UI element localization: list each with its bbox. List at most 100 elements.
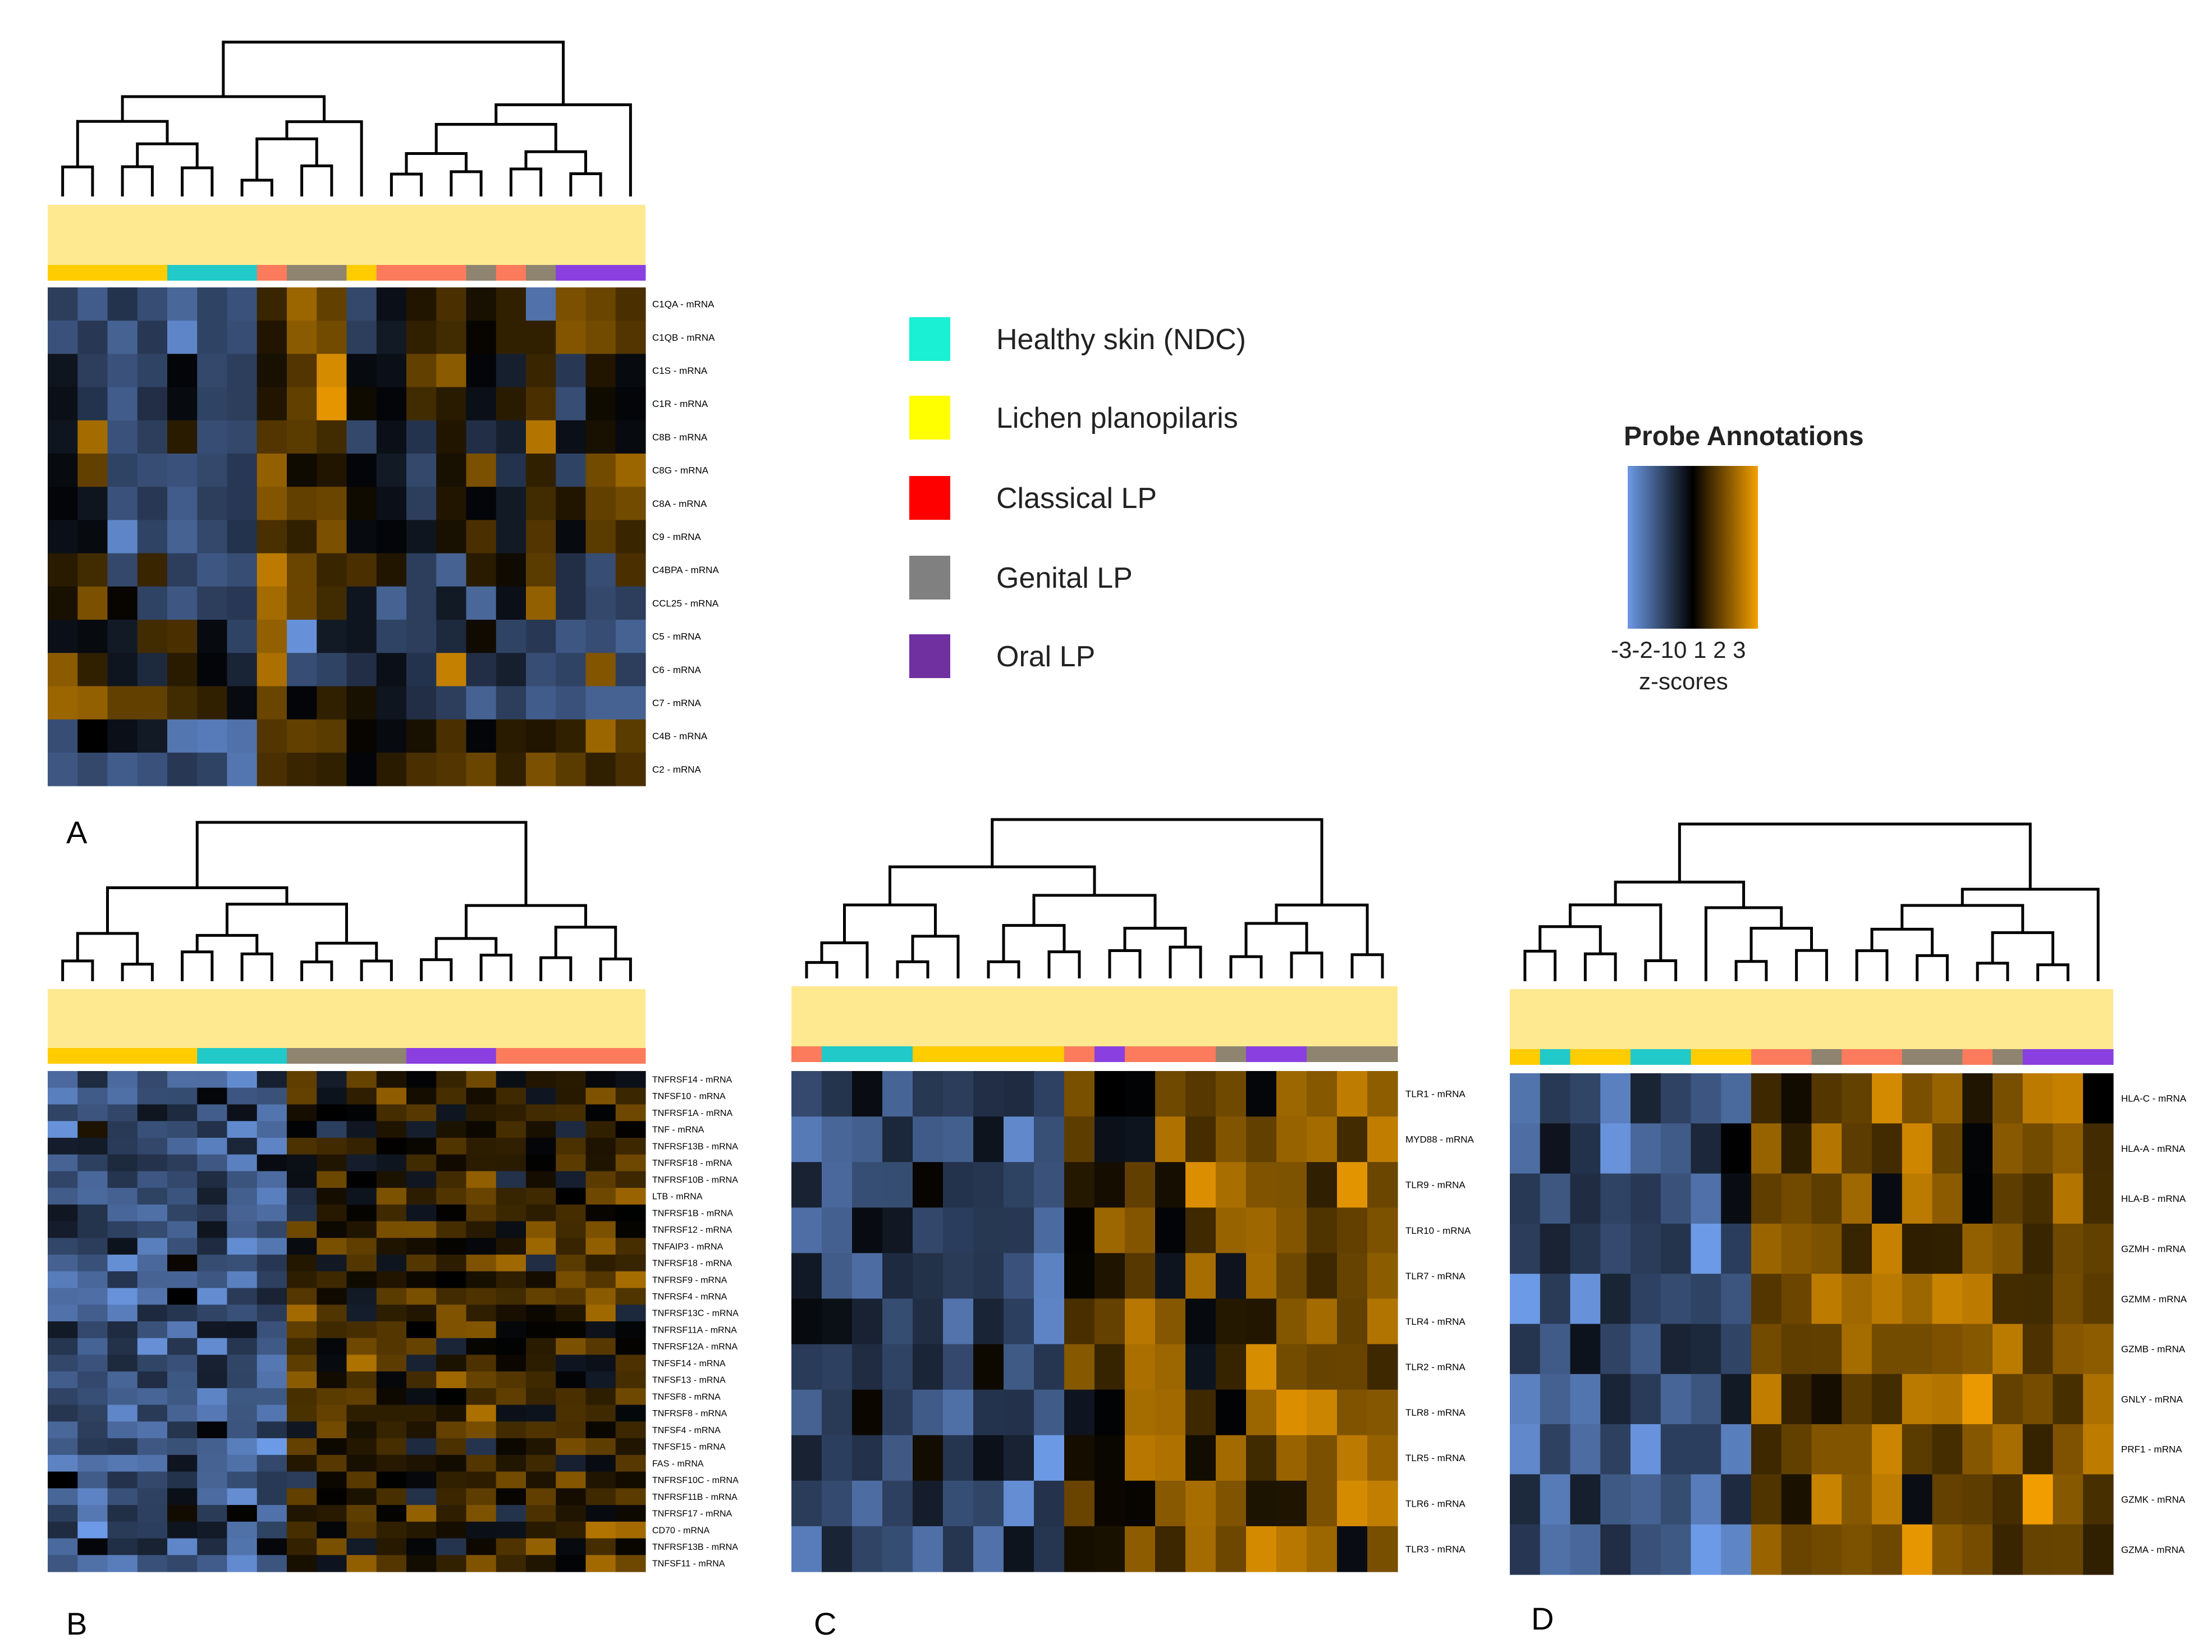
group-strip-segment xyxy=(2022,1049,2114,1065)
heatmap-cell xyxy=(615,1321,646,1339)
row-label: C4BPA - mRNA xyxy=(652,565,719,575)
heatmap-cell xyxy=(406,1238,437,1255)
dendrogram-branch xyxy=(195,821,528,906)
heatmap-cell xyxy=(822,1116,853,1163)
heatmap-cell xyxy=(973,1480,1004,1527)
heatmap-cell xyxy=(77,1321,108,1339)
heatmap-cell xyxy=(615,420,646,454)
group-strip-segment xyxy=(48,265,168,281)
heatmap-cell xyxy=(197,1154,228,1171)
heatmap-cell xyxy=(376,354,407,388)
heatmap-cell xyxy=(227,1354,258,1372)
heatmap-cell xyxy=(496,387,526,421)
heatmap-cell xyxy=(1842,1374,1872,1425)
heatmap-cell xyxy=(1125,1389,1156,1436)
heatmap-cell xyxy=(227,752,258,786)
heatmap-cell xyxy=(615,719,646,753)
heatmap-cell xyxy=(1962,1223,1993,1274)
heatmap-cell xyxy=(77,1555,108,1572)
heatmap-cell xyxy=(1962,1424,1993,1475)
heatmap-cell xyxy=(227,653,258,687)
heatmap-cell xyxy=(496,420,526,454)
heatmap-cell xyxy=(1811,1073,1842,1124)
heatmap-cell xyxy=(526,1538,556,1555)
colorbar-ticks: -3-2-10 1 2 3 xyxy=(1611,637,1746,663)
row-label: C6 - mRNA xyxy=(652,665,702,675)
heatmap-cell xyxy=(1781,1073,1812,1124)
heatmap-cell xyxy=(2083,1374,2114,1425)
heatmap-cell xyxy=(376,1137,407,1155)
heatmap-cell xyxy=(436,321,467,354)
heatmap-cell xyxy=(2083,1524,2114,1575)
legend-label-lpp: Lichen planopilaris xyxy=(996,402,1238,434)
heatmap-cell xyxy=(1155,1389,1186,1436)
heatmap-cell xyxy=(2053,1173,2083,1224)
heatmap-cell xyxy=(287,1404,317,1422)
heatmap-cell xyxy=(526,1087,556,1105)
heatmap-cell xyxy=(526,1471,556,1489)
heatmap-cell xyxy=(913,1207,944,1253)
heatmap-cell xyxy=(1872,1474,1903,1525)
heatmap-cell xyxy=(973,1389,1004,1436)
heatmap-cell xyxy=(1216,1207,1247,1253)
heatmap-cell xyxy=(257,321,287,354)
heatmap-cell xyxy=(107,287,138,321)
dendrogram-branch xyxy=(181,166,214,196)
heatmap-cell xyxy=(257,1188,287,1205)
heatmap-cell xyxy=(1932,1223,1963,1274)
heatmap-cell xyxy=(1631,1274,1661,1325)
heatmap-cell xyxy=(376,752,407,786)
heatmap-cell xyxy=(556,1221,587,1238)
heatmap-cell xyxy=(466,1305,497,1322)
heatmap-cell xyxy=(406,1438,437,1456)
heatmap-cell xyxy=(1246,1162,1277,1208)
group-strip-segment xyxy=(1751,1049,1812,1065)
heatmap-cell xyxy=(227,454,258,487)
heatmap-cell xyxy=(585,1505,616,1522)
heatmap-cell xyxy=(496,287,526,321)
heatmap-cell xyxy=(137,1188,168,1205)
heatmap-cell xyxy=(137,1538,168,1555)
row-label: MYD88 - mRNA xyxy=(1405,1134,1474,1145)
group-strip-segment xyxy=(1842,1049,1903,1065)
row-label: TNFRSF18 - mRNA xyxy=(652,1159,732,1168)
heatmap-cell xyxy=(496,1505,526,1522)
legend-label-classical: Classical LP xyxy=(996,482,1157,515)
heatmap-cell xyxy=(973,1116,1004,1163)
heatmap-cell xyxy=(556,1087,587,1105)
heatmap-cell xyxy=(167,1421,198,1439)
heatmap-cell xyxy=(585,686,616,720)
heatmap-cell xyxy=(287,1087,317,1105)
heatmap-cell xyxy=(77,1204,108,1222)
group-strip-segment xyxy=(496,265,526,281)
heatmap-cell xyxy=(1721,1374,1752,1425)
heatmap-cell xyxy=(167,1171,198,1188)
dendrogram-branch xyxy=(1047,950,1081,978)
heatmap-cell xyxy=(317,1388,347,1406)
heatmap-cell xyxy=(466,1354,497,1372)
dendrogram-branch xyxy=(434,122,557,154)
heatmap-cell xyxy=(2083,1424,2114,1475)
heatmap-cell xyxy=(1307,1435,1338,1481)
row-label: C8A - mRNA xyxy=(652,498,707,509)
heatmap-cell xyxy=(2053,1274,2083,1325)
heatmap-cell xyxy=(585,1271,616,1289)
heatmap-cell xyxy=(317,586,347,620)
dendrogram-branch xyxy=(300,960,333,981)
heatmap-cell xyxy=(496,1471,526,1489)
heatmap-cell xyxy=(436,1404,467,1422)
heatmap-cell xyxy=(526,1154,556,1171)
heatmap-cell xyxy=(585,287,616,321)
heatmap-cell xyxy=(1064,1207,1095,1253)
dendrogram-branch xyxy=(315,941,378,962)
heatmap-cell xyxy=(107,1471,138,1489)
heatmap-cell xyxy=(1902,1173,1933,1224)
heatmap-cell xyxy=(287,1438,317,1456)
heatmap-cell xyxy=(107,1521,138,1539)
heatmap-cell xyxy=(197,1538,228,1555)
heatmap-cell xyxy=(1064,1116,1095,1163)
heatmap-cell xyxy=(107,1305,138,1322)
heatmap-cell xyxy=(2022,1524,2054,1575)
heatmap-cell xyxy=(1781,1374,1812,1425)
heatmap-cell xyxy=(1842,1123,1872,1174)
